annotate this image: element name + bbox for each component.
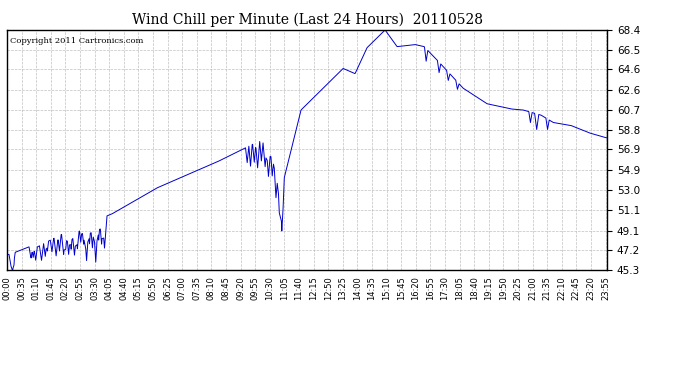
Title: Wind Chill per Minute (Last 24 Hours)  20110528: Wind Chill per Minute (Last 24 Hours) 20…	[132, 13, 482, 27]
Text: Copyright 2011 Cartronics.com: Copyright 2011 Cartronics.com	[10, 37, 144, 45]
